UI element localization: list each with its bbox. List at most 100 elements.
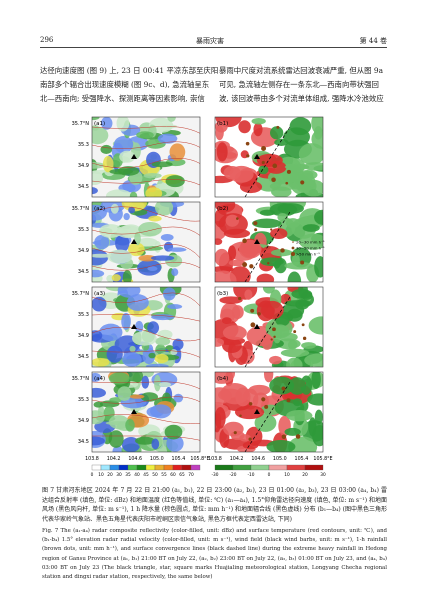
velocity [284, 261, 314, 270]
x-label: 105.4 [295, 456, 309, 462]
velocity [270, 228, 288, 239]
map-panel [215, 287, 323, 367]
y-label: 35.7°N [72, 206, 90, 212]
legend-label: >50 mm h⁻¹ [296, 252, 320, 257]
rain-dot [242, 262, 248, 268]
convergence-line [244, 296, 291, 367]
velocity [269, 376, 295, 395]
velocity [286, 357, 303, 367]
temp-contour [92, 326, 200, 342]
echo [92, 253, 112, 258]
velocity [253, 122, 263, 137]
velocity [256, 273, 275, 282]
velocity [244, 289, 253, 300]
colorbar-label: 70 [188, 472, 194, 478]
y-label: 34.9 [78, 418, 89, 424]
echo [129, 394, 145, 399]
left-column: 达径向速度图 (图 9) 上, 23 日 00:41 平凉东部至庆阳 南部多个辐… [40, 64, 218, 106]
velocity [245, 426, 263, 446]
velocity [288, 377, 306, 395]
echo [166, 435, 184, 452]
velocity [302, 224, 320, 232]
velocity [304, 353, 323, 367]
velocity [221, 337, 242, 353]
rain-dot [250, 322, 256, 328]
echo [126, 294, 149, 311]
map-frame [214, 201, 324, 283]
temp-contour [92, 226, 200, 236]
velocity [303, 162, 323, 171]
echo [116, 117, 130, 132]
temp-contour [92, 381, 200, 390]
rain-dot [300, 260, 305, 265]
echo [92, 372, 101, 382]
panel-label: (b1) [217, 121, 228, 127]
echo [154, 353, 169, 364]
echo [108, 372, 130, 385]
colorbar-cell [250, 464, 270, 471]
velocity [248, 384, 271, 396]
colorbar-label: 45 [143, 472, 149, 478]
x-label: 103.8 [208, 456, 222, 462]
velocity [302, 179, 323, 197]
velocity [298, 299, 311, 307]
echo [135, 320, 144, 333]
colorbar-cell [154, 464, 165, 471]
legend-dot [291, 246, 295, 250]
rain-dot [245, 141, 250, 146]
temp-contour [92, 292, 200, 307]
panel-label: (a2) [94, 206, 105, 212]
velocity [229, 165, 254, 183]
rain-dot [281, 386, 286, 391]
velocity [312, 425, 323, 447]
velocity [225, 214, 240, 227]
echo [92, 187, 98, 195]
panel-label: (a4) [94, 376, 105, 382]
x-label: 105.8°E [313, 456, 332, 462]
velocity [270, 126, 284, 140]
echo [132, 331, 157, 346]
echo [101, 117, 113, 130]
colorbar-cell [190, 464, 201, 471]
map-panel [92, 117, 200, 197]
echo [100, 144, 113, 155]
x-label: 104.2 [230, 456, 244, 462]
echo [129, 345, 136, 353]
rain-dot [280, 248, 285, 253]
echo [159, 382, 172, 387]
velocity [314, 209, 323, 225]
velocity [270, 324, 290, 338]
rain-dot [276, 125, 280, 129]
y-label: 34.9 [78, 163, 89, 169]
rain-dot [264, 404, 269, 409]
rain-dot [270, 338, 273, 341]
rain-dot [236, 217, 239, 220]
colorbar-label: 65 [179, 472, 185, 478]
velocity [291, 289, 313, 299]
panel-label: (b2) [217, 206, 228, 212]
header-rule [40, 47, 387, 48]
velocity [311, 372, 321, 389]
echo [172, 338, 184, 351]
echo [108, 415, 129, 430]
echo [137, 237, 158, 247]
echo [134, 231, 141, 246]
y-label: 35.7°N [72, 121, 90, 127]
echo [94, 234, 110, 250]
velocity [277, 213, 288, 222]
colorbar-label: 0 [268, 472, 271, 478]
echo [160, 233, 174, 241]
rain-dot [301, 323, 305, 327]
colorbar-label: 40 [134, 472, 140, 478]
velocity [298, 143, 323, 165]
temp-contour [92, 396, 200, 404]
echo [136, 402, 143, 408]
echo [92, 387, 106, 398]
echo [169, 143, 186, 161]
y-label: 35.3 [78, 397, 89, 403]
velocity [215, 208, 227, 228]
echo [122, 270, 132, 282]
x-label: 104.6 [128, 456, 142, 462]
text-line: 可见, 急流轴左侧存在一条东北—西南向带状强回 [219, 80, 379, 89]
rain-dot [261, 160, 265, 165]
